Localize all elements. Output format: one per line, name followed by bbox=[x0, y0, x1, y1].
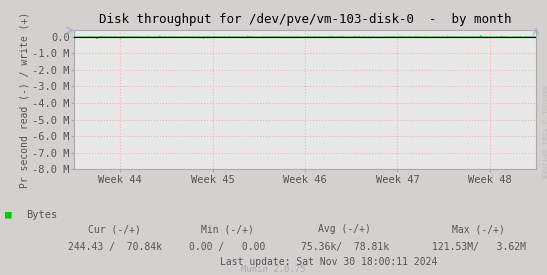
Text: Avg (-/+): Avg (-/+) bbox=[318, 224, 371, 234]
Text: 121.53M/   3.62M: 121.53M/ 3.62M bbox=[432, 242, 526, 252]
Title: Disk throughput for /dev/pve/vm-103-disk-0  -  by month: Disk throughput for /dev/pve/vm-103-disk… bbox=[98, 13, 511, 26]
Text: Bytes: Bytes bbox=[26, 210, 57, 219]
Text: RRDTOOL / TOBI OETIKER: RRDTOOL / TOBI OETIKER bbox=[540, 85, 546, 179]
Text: Max (-/+): Max (-/+) bbox=[452, 224, 505, 234]
Text: 75.36k/  78.81k: 75.36k/ 78.81k bbox=[300, 242, 389, 252]
Y-axis label: Pr second read (-) / write (+): Pr second read (-) / write (+) bbox=[19, 12, 30, 188]
Text: Cur (-/+): Cur (-/+) bbox=[89, 224, 141, 234]
Text: ■: ■ bbox=[5, 210, 12, 219]
Text: Munin 2.0.75: Munin 2.0.75 bbox=[241, 265, 306, 274]
Text: Last update: Sat Nov 30 18:00:11 2024: Last update: Sat Nov 30 18:00:11 2024 bbox=[219, 257, 437, 266]
Text: 0.00 /   0.00: 0.00 / 0.00 bbox=[189, 242, 265, 252]
Text: Min (-/+): Min (-/+) bbox=[201, 224, 253, 234]
Text: 244.43 /  70.84k: 244.43 / 70.84k bbox=[68, 242, 162, 252]
